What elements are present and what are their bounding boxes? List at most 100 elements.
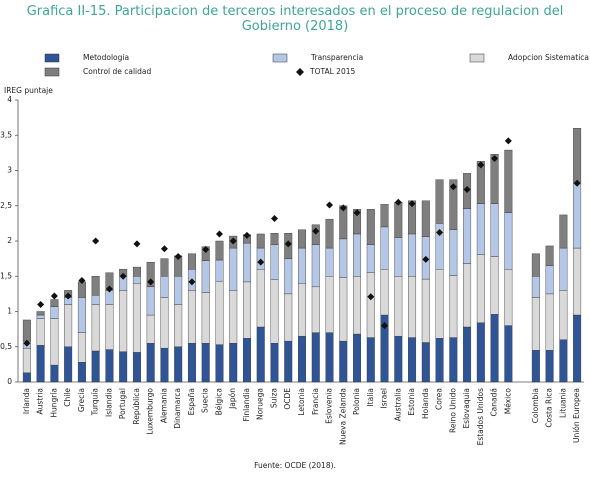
bar-segment	[36, 314, 45, 319]
x-tick-label: Japón	[228, 388, 237, 410]
bar-segment	[325, 332, 334, 383]
bar-segment	[77, 297, 86, 333]
total-marker	[119, 272, 127, 280]
bar-segment	[339, 238, 348, 278]
bar-segment	[325, 218, 334, 249]
bar-segment	[132, 266, 141, 277]
bar-segment	[64, 346, 73, 383]
total-marker	[367, 293, 375, 301]
bar-segment	[394, 276, 403, 337]
legend-swatch	[44, 67, 60, 77]
bar-segment	[366, 209, 375, 245]
bar-segment	[353, 209, 362, 235]
bar-segment	[545, 350, 554, 383]
bar-segment	[325, 276, 334, 333]
bar-segment	[353, 333, 362, 383]
total-marker	[312, 227, 320, 235]
bar-segment	[421, 342, 430, 383]
bar-segment	[380, 269, 389, 316]
bar-segment	[160, 297, 169, 349]
bar-segment	[559, 247, 568, 291]
x-tick-label: Eslovaquia	[462, 388, 471, 429]
bar-segment	[119, 351, 128, 383]
legend-swatch	[469, 53, 485, 63]
bar-segment	[242, 281, 251, 339]
bar-segment	[573, 314, 582, 383]
bar-segment	[187, 253, 196, 270]
bar-segment	[476, 254, 485, 323]
bar-segment	[146, 286, 155, 316]
total-marker	[133, 240, 141, 248]
total-marker	[491, 155, 499, 163]
total-marker	[353, 209, 361, 217]
bar-segment	[394, 202, 403, 238]
bar-segment	[174, 304, 183, 347]
total-marker	[449, 183, 457, 191]
bar-segment	[490, 314, 499, 383]
x-tick-label: Israel	[380, 388, 389, 409]
bar-segment	[77, 332, 86, 363]
total-marker	[573, 179, 581, 187]
total-marker	[147, 278, 155, 286]
x-tick-label: Turquía	[91, 388, 100, 416]
bar-segment	[187, 343, 196, 383]
x-tick-label: Polonia	[352, 388, 361, 415]
bar-segment	[353, 276, 362, 335]
bar-segment	[270, 343, 279, 383]
bar-segment	[132, 276, 141, 284]
total-marker	[422, 255, 430, 263]
bar-segment	[573, 127, 582, 184]
bar-segment	[298, 247, 306, 284]
bar-segment	[22, 347, 31, 374]
bar-segment	[435, 269, 444, 339]
total-marker	[78, 276, 86, 284]
total-marker	[64, 292, 72, 300]
bar-segment	[449, 229, 458, 276]
legend-label: Control de calidad	[83, 67, 151, 76]
x-tick-label: Grecia	[77, 388, 86, 412]
bar-segment	[559, 214, 568, 249]
x-tick-label: Canadá	[490, 388, 499, 417]
bar-segment	[366, 272, 375, 338]
bar-segment	[77, 281, 86, 298]
bar-segment	[366, 244, 375, 273]
bar-segment	[559, 290, 568, 340]
bar-segment	[132, 283, 141, 353]
bar-segment	[256, 233, 265, 249]
total-marker	[270, 214, 278, 222]
x-tick-label: Lituania	[558, 388, 567, 418]
total-marker	[105, 285, 113, 293]
x-tick-label: Suecia	[201, 388, 210, 413]
y-tick-label: 2	[7, 236, 12, 245]
x-tick-label: México	[503, 388, 512, 415]
bar-segment	[504, 269, 513, 326]
bar-segment	[504, 212, 513, 270]
bar-segment	[394, 335, 403, 383]
x-tick-label: Colombia	[531, 388, 540, 423]
x-tick-label: Finlandia	[242, 388, 251, 421]
x-tick-label: Reino Unido	[448, 388, 457, 433]
y-tick-label: 3,5	[0, 130, 12, 139]
bar-segment	[311, 286, 320, 333]
bar-segment	[421, 278, 430, 343]
bar-segment	[545, 265, 554, 295]
bar-segment	[311, 224, 320, 245]
bar-segment	[449, 337, 458, 383]
total-marker	[215, 230, 223, 238]
bar-segment	[229, 247, 238, 291]
total-marker	[463, 186, 471, 194]
bar-segment	[270, 233, 279, 245]
total-marker	[339, 204, 347, 212]
bar-segment	[146, 261, 155, 288]
bar-segment	[91, 350, 100, 383]
bar-segment	[408, 337, 417, 383]
x-tick-label: Italia	[366, 388, 375, 407]
legend-swatch	[272, 53, 288, 63]
bar-segment	[256, 247, 265, 270]
bar-segment	[339, 277, 348, 342]
bar-segment	[50, 299, 59, 307]
bar-segment	[50, 306, 59, 319]
y-axis-label: IREG puntaje	[4, 86, 53, 95]
